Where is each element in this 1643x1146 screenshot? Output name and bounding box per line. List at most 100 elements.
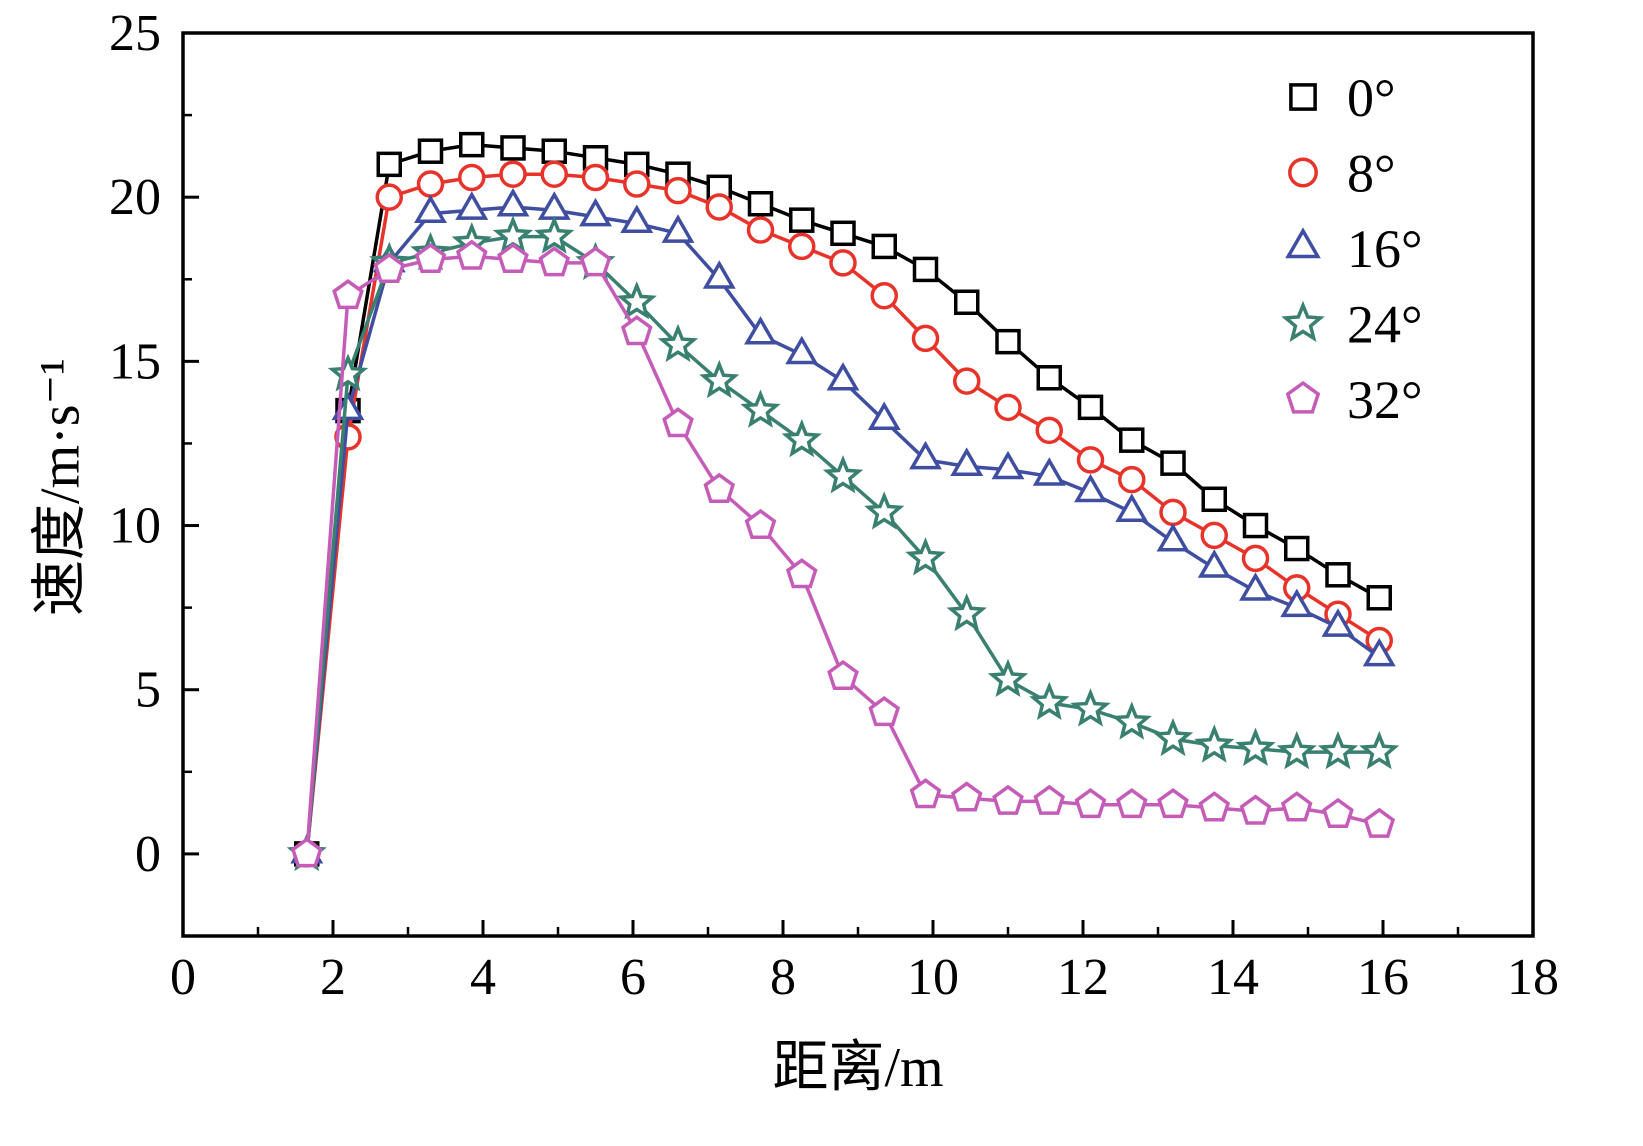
pentagon-marker	[455, 239, 488, 270]
star-marker	[822, 455, 864, 494]
square-marker	[1366, 585, 1392, 611]
square-marker	[830, 220, 856, 247]
x-tick-label: 12	[1057, 949, 1109, 1006]
square-marker	[954, 289, 980, 316]
series-32°	[290, 239, 1396, 868]
pentagon-marker	[1322, 797, 1354, 828]
circle-marker	[911, 324, 940, 353]
star-marker	[1317, 730, 1359, 770]
triangle-marker	[1321, 608, 1355, 637]
triangle-marker	[991, 450, 1025, 480]
square-marker	[376, 151, 402, 178]
x-tick-label: 2	[320, 949, 346, 1006]
legend-item-32°: 32°	[1285, 370, 1423, 430]
triangle-marker	[1362, 637, 1396, 667]
pentagon-marker	[1033, 784, 1066, 815]
circle-marker	[953, 367, 981, 395]
pentagon-marker	[1239, 794, 1272, 825]
square-marker	[1119, 427, 1145, 453]
pentagon-marker	[868, 696, 901, 727]
pentagon-marker	[1285, 380, 1321, 414]
circle-marker	[994, 393, 1022, 422]
star-marker	[987, 658, 1029, 698]
star-marker	[657, 323, 699, 363]
pentagon-marker	[497, 242, 529, 274]
triangle-marker	[950, 447, 984, 476]
star-marker	[1029, 681, 1070, 721]
circle-marker	[1076, 446, 1105, 474]
pentagon-marker	[620, 315, 653, 346]
circle-marker	[1035, 416, 1063, 445]
square-marker	[1289, 83, 1317, 111]
square-marker	[747, 190, 774, 217]
star-marker	[534, 215, 575, 254]
square-marker	[1077, 394, 1104, 421]
square-marker	[1036, 365, 1062, 391]
circle-marker	[705, 193, 733, 221]
legend-item-24°: 24°	[1281, 295, 1423, 355]
y-tick-label: 25	[109, 5, 161, 62]
x-tick-label: 10	[907, 949, 959, 1006]
x-tick-label: 0	[170, 949, 196, 1006]
pentagon-marker	[744, 508, 777, 540]
circle-marker	[540, 160, 568, 188]
star-marker	[946, 592, 987, 632]
triangle-marker	[1239, 572, 1272, 601]
pentagon-marker	[414, 242, 447, 274]
legend-item-0°: 0°	[1289, 68, 1396, 128]
triangle-marker	[661, 214, 695, 243]
y-tick-label: 5	[135, 662, 161, 719]
series-line	[305, 254, 1380, 855]
square-marker	[500, 135, 526, 161]
circle-marker	[1241, 544, 1270, 573]
x-tick-label: 6	[620, 949, 646, 1006]
pentagon-marker	[1115, 788, 1148, 819]
x-tick-label: 18	[1507, 949, 1559, 1006]
legend-item-8°: 8°	[1288, 144, 1396, 204]
x-tick-label: 16	[1357, 949, 1409, 1006]
circle-marker	[746, 216, 775, 244]
square-marker	[1201, 486, 1227, 513]
series-16°	[290, 187, 1396, 864]
pentagon-marker	[950, 781, 983, 812]
square-marker	[541, 138, 567, 164]
star-marker	[905, 537, 946, 576]
x-tick-label: 8	[770, 949, 796, 1006]
circle-marker	[1200, 521, 1228, 550]
pentagon-marker	[1074, 788, 1107, 819]
star-marker	[1359, 730, 1400, 770]
square-marker	[995, 328, 1021, 355]
x-tick-label: 4	[470, 949, 496, 1006]
star-marker	[740, 389, 781, 428]
triangle-marker	[1032, 457, 1066, 486]
star-marker	[699, 359, 740, 399]
y-tick-label: 10	[109, 498, 161, 555]
pentagon-marker	[538, 246, 571, 277]
square-marker	[789, 207, 815, 233]
pentagon-marker	[662, 407, 694, 438]
square-marker	[912, 256, 939, 283]
triangle-marker	[1156, 523, 1190, 552]
circle-marker	[664, 176, 692, 205]
pentagon-marker	[703, 472, 736, 503]
circle-marker	[1159, 498, 1187, 527]
y-tick-label: 15	[109, 333, 161, 390]
triangle-marker	[867, 401, 901, 430]
legend-label: 16°	[1347, 219, 1423, 279]
star-marker	[864, 491, 905, 530]
star-marker	[1281, 300, 1325, 343]
star-marker	[1070, 688, 1111, 727]
pentagon-marker	[290, 837, 323, 868]
square-marker	[417, 138, 444, 164]
square-marker	[1325, 562, 1351, 588]
triangle-marker	[744, 316, 777, 345]
circle-marker	[1288, 157, 1318, 188]
star-marker	[616, 281, 657, 320]
triangle-marker	[909, 440, 942, 470]
triangle-marker	[702, 260, 736, 289]
triangle-marker	[1115, 493, 1149, 522]
square-marker	[1242, 512, 1269, 539]
triangle-marker	[1197, 549, 1231, 578]
circle-marker	[623, 170, 651, 198]
